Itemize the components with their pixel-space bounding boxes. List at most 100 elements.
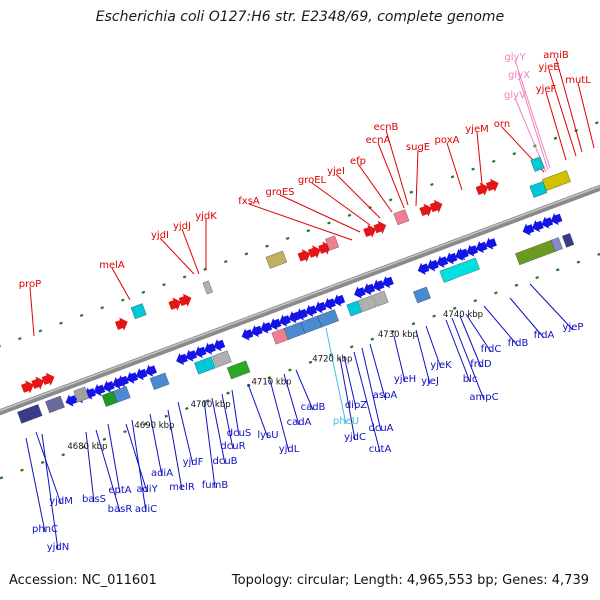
reverse-gene-label-leader — [445, 319, 471, 383]
reverse-gene-label: frdB — [508, 338, 529, 349]
reverse-gene-label: frdA — [534, 330, 555, 341]
reverse-guide-dot — [267, 376, 272, 380]
reverse-gene-label-leader — [149, 413, 163, 477]
forward-gene-label-leader — [518, 77, 549, 171]
reverse-gene-arrow — [382, 276, 394, 289]
reverse-gene-arrow — [296, 308, 308, 321]
feature-arrow — [93, 383, 106, 397]
reverse-gene-label-leader — [25, 437, 46, 533]
reverse-gene-label: phnC — [32, 524, 58, 535]
reverse-gene-label-leader — [465, 313, 492, 353]
feature-arrow — [251, 325, 263, 338]
reverse-guide-dot — [0, 476, 4, 480]
feature-block-group — [515, 239, 558, 266]
reverse-gene-arrow — [145, 364, 157, 377]
reverse-gene-label-leader — [393, 335, 406, 383]
forward-gene-label: yjdK — [195, 211, 217, 222]
feature-block-group — [372, 290, 389, 307]
forward-gene-arrow — [297, 249, 311, 263]
forward-guide-dot — [347, 213, 352, 217]
forward-gene-label-leader — [545, 91, 567, 161]
reverse-guide-dot — [164, 414, 168, 418]
forward-guide-dot — [450, 175, 455, 179]
feature-arrow — [307, 245, 321, 259]
feature-arrow — [305, 304, 318, 317]
feature-block — [439, 257, 480, 283]
reverse-gene-label: cadB — [301, 402, 326, 413]
feature-block-group — [550, 237, 563, 252]
forward-guide-dot — [491, 159, 496, 163]
reverse-gene-arrow — [241, 328, 254, 341]
forward-guide-dot — [409, 190, 414, 194]
forward-guide-dot — [18, 337, 22, 341]
forward-gene-arrow — [21, 380, 34, 394]
reverse-gene-label: yjeJ — [421, 376, 439, 387]
forward-gene-label-leader — [29, 286, 35, 337]
reverse-gene-label-leader — [483, 305, 519, 347]
forward-gene-arrow — [419, 203, 433, 217]
feature-arrow — [296, 308, 308, 321]
feature-block — [317, 309, 339, 328]
reverse-gene-label: lysU — [257, 430, 278, 441]
feature-block — [194, 356, 216, 375]
feature-arrow — [475, 241, 488, 254]
reverse-guide-dot — [494, 291, 498, 295]
feature-block-group — [317, 309, 339, 328]
reverse-guide-dot — [411, 322, 416, 326]
feature-block — [149, 372, 170, 390]
feature-arrow — [485, 178, 499, 192]
reverse-gene-label-leader — [41, 433, 59, 551]
forward-guide-dot — [182, 275, 187, 279]
forward-guide-dot — [79, 313, 84, 318]
forward-gene-label-leader — [476, 131, 483, 185]
reverse-gene-label: fumB — [202, 480, 229, 491]
forward-gene-label-leader — [335, 173, 381, 219]
kbp-tick-label: 4720 kbp — [312, 355, 352, 365]
forward-gene-arrow — [485, 178, 499, 192]
feature-block — [130, 303, 147, 320]
feature-block-group — [194, 356, 216, 375]
forward-guide-dot — [594, 121, 599, 125]
reverse-gene-arrow — [372, 279, 385, 292]
reverse-guide-dot — [473, 299, 478, 303]
reverse-gene-label-leader — [177, 401, 194, 466]
feature-block-group — [562, 233, 575, 248]
forward-gene-arrow — [178, 293, 192, 307]
forward-gene-arrow — [115, 317, 128, 331]
reverse-gene-label: cutA — [369, 444, 392, 455]
feature-arrow — [297, 249, 311, 263]
reverse-gene-label: pheU — [333, 416, 359, 427]
reverse-gene-label-leader — [353, 351, 381, 453]
reverse-gene-arrow — [485, 237, 497, 250]
feature-arrow — [429, 199, 443, 213]
feature-block-group — [325, 235, 340, 251]
feature-block — [541, 170, 571, 191]
forward-gene-label-leader — [159, 237, 195, 275]
feature-block — [212, 350, 232, 368]
reverse-guide-dot — [452, 306, 457, 310]
feature-block-group — [73, 386, 90, 403]
forward-guide-dot — [471, 167, 475, 171]
forward-guide-dot — [141, 290, 146, 294]
feature-block-group — [541, 170, 571, 191]
forward-gene-label: groEL — [298, 175, 327, 186]
feature-arrow — [532, 220, 544, 233]
forward-guide-dot — [223, 259, 228, 264]
reverse-gene-label: frdC — [481, 344, 502, 355]
feature-block-group — [112, 386, 131, 403]
forward-gene-label-leader — [555, 57, 583, 153]
reverse-gene-label-leader — [203, 399, 216, 489]
reverse-gene-label-leader — [35, 431, 62, 505]
reverse-guide-dot — [514, 283, 519, 287]
reverse-gene-label-leader — [107, 423, 121, 494]
kbp-tick-label: 4710 kbp — [252, 377, 292, 387]
forward-guide-dot — [430, 182, 434, 187]
forward-gene-label-leader — [415, 149, 419, 207]
reverse-guide-dot — [555, 268, 560, 272]
reverse-gene-label-leader — [369, 343, 386, 399]
feature-arrow — [382, 276, 394, 289]
reverse-guide-dot — [185, 406, 189, 411]
kbp-tick-label: 4740 kbp — [443, 310, 483, 320]
feature-block-group — [346, 300, 363, 317]
reverse-guide-dot — [226, 391, 230, 395]
